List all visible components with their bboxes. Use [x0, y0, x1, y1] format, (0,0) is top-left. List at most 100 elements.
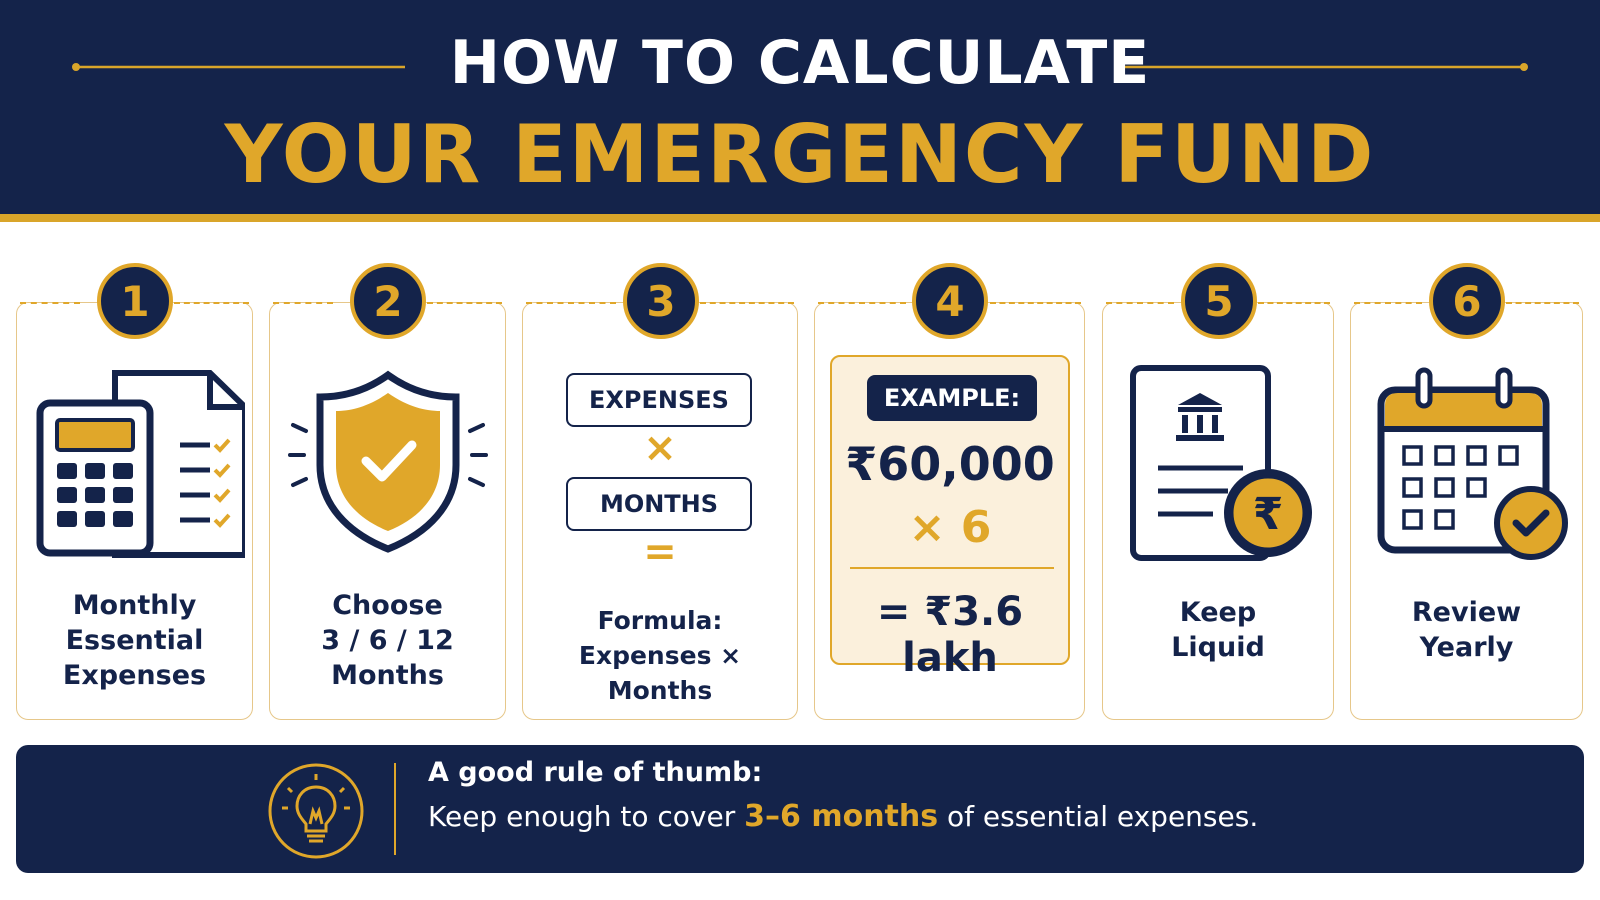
- footer-divider: [394, 763, 396, 855]
- step-number: 6: [1429, 263, 1505, 339]
- icon-shape: [1494, 486, 1568, 560]
- formula-box: EXPENSES: [566, 373, 752, 427]
- icon-shape: [1466, 445, 1487, 466]
- connector: [1106, 302, 1174, 304]
- formula-box: MONTHS: [566, 477, 752, 531]
- connector: [700, 302, 794, 304]
- label-line: Review: [1411, 597, 1522, 628]
- connector: [526, 302, 616, 304]
- connector: [1258, 302, 1330, 304]
- label-line: Months: [331, 660, 444, 691]
- connector: [427, 302, 502, 304]
- connector: [990, 302, 1081, 304]
- icon-shape: [1498, 445, 1519, 466]
- icon-shape: [1434, 445, 1455, 466]
- icon-shape: [1402, 477, 1423, 498]
- lightbulb-icon: [268, 763, 364, 859]
- connector: [20, 302, 80, 304]
- icon-shape: [268, 763, 364, 859]
- icon-shape: [1495, 367, 1513, 409]
- connector: [174, 302, 249, 304]
- label-line: Choose: [332, 590, 443, 621]
- icon-shape: [468, 423, 485, 433]
- icon-shape: [213, 488, 231, 503]
- bank-document-icon: ₹: [1130, 365, 1312, 561]
- icon-shape: [1434, 509, 1455, 530]
- example-multiplier: × 6: [908, 502, 992, 553]
- icon-shape: ₹: [1253, 489, 1284, 540]
- label-line: Essential: [65, 625, 204, 656]
- calculator-icon: [36, 370, 245, 558]
- label-line: Keep: [1179, 597, 1257, 628]
- icon-shape: [1182, 415, 1188, 433]
- title-line1: HOW TO CALCULATE: [449, 28, 1151, 98]
- step-card: 5 ₹ Keep Liquid: [1102, 263, 1334, 720]
- icon-shape: [213, 463, 231, 478]
- icon-shape: [282, 774, 350, 843]
- footer-text: Keep enough to cover 3–6 months of essen…: [428, 799, 1258, 834]
- example-badge: EXAMPLE:: [867, 375, 1037, 421]
- icon-shape: [291, 423, 308, 433]
- icon-shape: [213, 438, 231, 528]
- label-line: Formula:: [597, 606, 723, 635]
- icon-shape: [1182, 415, 1218, 433]
- step-card: 3 EXPENSES × MONTHS = Formula: Expenses ×…: [522, 263, 798, 720]
- calendar-icon: [1377, 367, 1568, 560]
- example-amount: ₹60,000: [845, 437, 1055, 491]
- step-card: 2 Choose 3 / 6 / 12 Months: [269, 263, 506, 720]
- step-number: 1: [97, 263, 173, 339]
- connector: [1354, 302, 1422, 304]
- shield-icon: [288, 370, 488, 553]
- step-card: 1 Monthly Essential Expenses: [16, 263, 253, 720]
- example-box: EXAMPLE: ₹60,000 × 6 = ₹3.6 lakh: [830, 355, 1070, 681]
- icon-shape: [72, 63, 80, 71]
- icon-shape: [1197, 415, 1203, 433]
- icon-shape: [1230, 475, 1306, 551]
- icon-shape: [113, 463, 133, 479]
- icon-shape: [113, 511, 133, 527]
- icon-shape: [57, 511, 77, 527]
- icon-shape: [1402, 445, 1423, 466]
- icon-shape: [1385, 393, 1542, 427]
- icon-shape: [336, 393, 440, 531]
- icon-shape: [1158, 465, 1243, 517]
- icon-shape: [55, 418, 135, 452]
- label-line: Liquid: [1171, 632, 1265, 663]
- icon-shape: [1178, 407, 1222, 412]
- formula-equals: =: [643, 529, 677, 575]
- icon-shape: [180, 442, 210, 523]
- icon-shape: [207, 373, 245, 410]
- step-number: 3: [623, 263, 699, 339]
- footer: A good rule of thumb: Keep enough to cov…: [16, 745, 1584, 873]
- icon-shape: [468, 477, 485, 487]
- icon-shape: [1402, 509, 1423, 530]
- example-result: = ₹3.6 lakh: [876, 589, 1024, 681]
- icon-shape: [113, 487, 133, 503]
- step-label: Formula: Expenses × Months: [523, 603, 797, 708]
- connector: [273, 302, 333, 304]
- step-label: Choose 3 / 6 / 12 Months: [270, 588, 505, 693]
- icon-shape: [288, 423, 488, 487]
- label-line: Monthly: [72, 590, 197, 621]
- header: HOW TO CALCULATE YOUR EMERGENCY FUND: [0, 0, 1600, 222]
- icon-shape: [1176, 435, 1224, 441]
- icon-shape: [213, 438, 231, 453]
- highlight: 3–6 months: [744, 799, 939, 834]
- icon-shape: [57, 487, 77, 503]
- icon-shape: [1212, 415, 1218, 433]
- formula-operator: ×: [643, 425, 677, 471]
- step-card: 6 Review Yearly: [1350, 263, 1583, 720]
- icon-shape: [57, 463, 133, 527]
- icon-shape: [1520, 63, 1528, 71]
- footer-title: A good rule of thumb:: [428, 757, 763, 788]
- title-rules: [72, 63, 1528, 71]
- step-number: 5: [1181, 263, 1257, 339]
- label-line: Expenses: [62, 660, 207, 691]
- icon-shape: [1512, 509, 1550, 537]
- icon-shape: [291, 477, 308, 487]
- step-number: 4: [912, 263, 988, 339]
- icon-shape: [85, 511, 105, 527]
- icon-shape: [286, 786, 294, 794]
- icon-shape: [85, 463, 105, 479]
